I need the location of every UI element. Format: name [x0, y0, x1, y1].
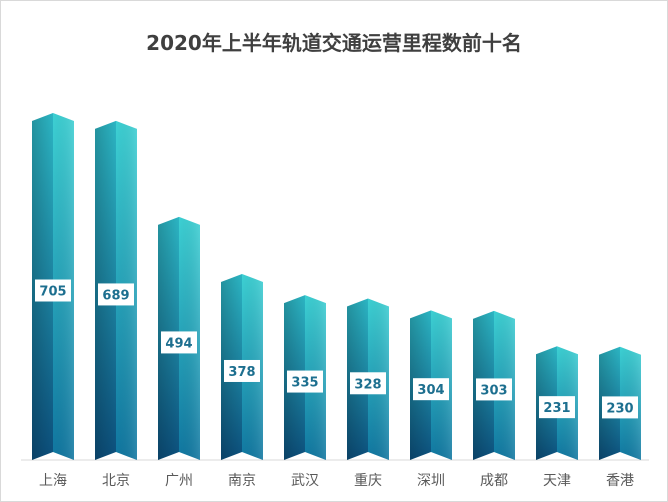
category-label: 上海	[39, 473, 67, 489]
data-label: 705	[39, 285, 66, 300]
chart-title: 2020年上半年轨道交通运营里程数前十名	[146, 31, 522, 55]
bar: 689	[95, 120, 137, 460]
data-label: 231	[543, 401, 570, 416]
data-label: 304	[417, 383, 444, 398]
category-label: 南京	[228, 473, 256, 489]
data-label-box	[539, 396, 575, 419]
data-label-box	[287, 370, 323, 393]
category-label: 武汉	[291, 473, 319, 489]
data-label: 328	[354, 377, 381, 392]
data-label-box	[602, 396, 638, 419]
category-label: 广州	[165, 473, 193, 489]
bar: 304	[410, 310, 452, 460]
bar: 231	[536, 346, 578, 460]
bar: 335	[284, 295, 326, 460]
data-label-box	[161, 331, 197, 354]
bar: 328	[347, 298, 389, 460]
data-label: 303	[480, 383, 507, 398]
category-label: 深圳	[417, 473, 445, 489]
data-label-box	[224, 359, 260, 382]
data-label-box	[98, 283, 134, 306]
data-label: 494	[165, 336, 192, 351]
category-label: 重庆	[354, 473, 382, 489]
category-label: 天津	[543, 473, 571, 489]
data-label-box	[413, 378, 449, 401]
category-label: 香港	[606, 473, 634, 489]
data-label-box	[350, 372, 386, 395]
bar: 303	[473, 310, 515, 460]
category-label: 北京	[102, 473, 130, 489]
data-label: 335	[291, 376, 318, 391]
bar: 705	[32, 113, 74, 460]
data-label-box	[35, 279, 71, 302]
data-label: 689	[102, 288, 129, 303]
data-label: 230	[606, 401, 633, 416]
bar: 494	[158, 216, 200, 460]
bar: 378	[221, 273, 263, 460]
bar: 230	[599, 346, 641, 460]
data-label-box	[476, 378, 512, 401]
data-label: 378	[228, 365, 255, 380]
category-label: 成都	[480, 473, 508, 489]
